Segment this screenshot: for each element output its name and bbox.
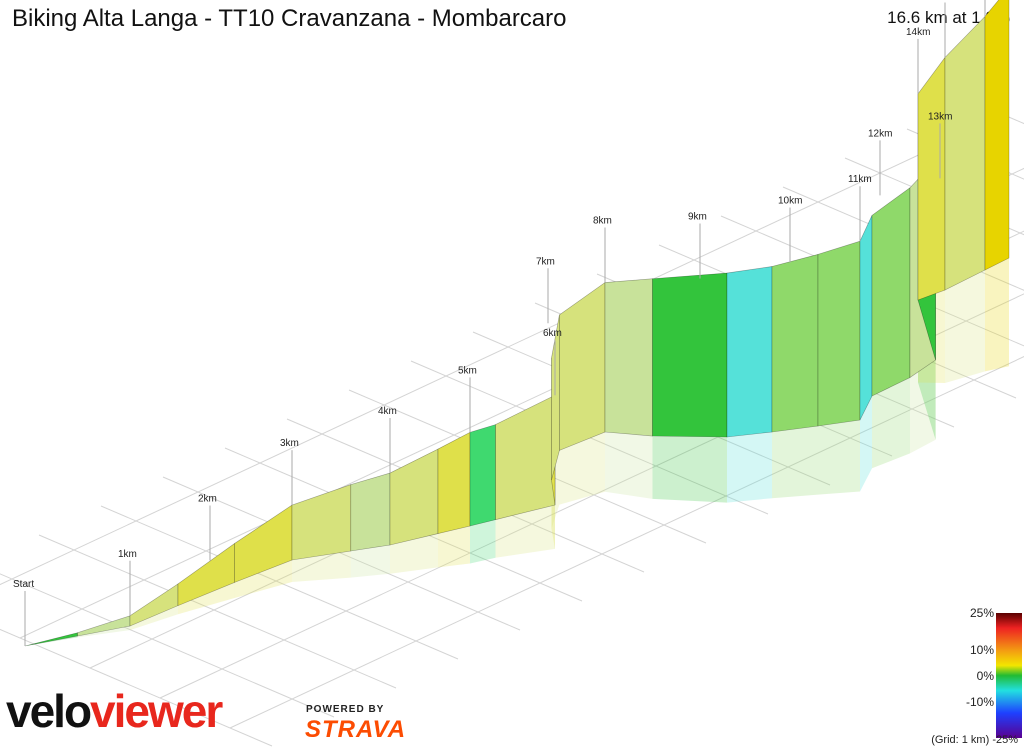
km-marker-label: 5km [458, 365, 477, 376]
grid-line [100, 505, 459, 660]
profile-segment [389, 448, 439, 546]
profile-segment [437, 431, 471, 534]
profile-reflection-segment [390, 533, 438, 574]
profile-reflection-segment [910, 360, 936, 454]
grid-line [0, 573, 335, 718]
km-marker-label: 4km [378, 406, 397, 417]
legend-label-minus10: -10% [966, 695, 994, 709]
km-marker-label: 6km [543, 328, 562, 339]
km-marker-label: 13km [928, 111, 952, 122]
profile-segment [291, 484, 352, 561]
profile-segment [871, 187, 911, 397]
profile-reflection-segment [350, 545, 390, 578]
km-marker-label: 11km [848, 174, 872, 185]
elevation-profile [24, 0, 1010, 647]
legend-label-25: 25% [970, 606, 994, 620]
grid-line [38, 534, 397, 689]
profile-segment [24, 632, 78, 647]
profile-segment [771, 254, 819, 433]
profile-segment [859, 215, 873, 421]
km-marker-label: 3km [280, 438, 299, 449]
profile-reflection-segment [818, 420, 860, 495]
profile-segment [917, 56, 946, 301]
gradient-legend: 25% 10% 0% -10% [966, 606, 1022, 738]
grid-line [162, 476, 521, 631]
route-title: Biking Alta Langa - TT10 Cravanzana - Mo… [12, 5, 567, 32]
profile-reflection-segment [130, 605, 178, 631]
logo-part-viewer: viewer [90, 685, 223, 737]
profile-reflection-segment [605, 432, 653, 499]
km-marker-label: 10km [778, 195, 802, 206]
profile-segment [604, 278, 653, 437]
profile-reflection-segment [292, 551, 351, 582]
profile-segment [817, 240, 861, 427]
profile-reflection [25, 258, 1009, 646]
grid-line [0, 114, 1005, 586]
km-markers: Start 1km 2km 3km 4km 5km 6km 7km 8km 9km 10km 11km… [13, 0, 986, 646]
profile-segment [495, 394, 556, 521]
profile-reflection-segment [559, 432, 605, 505]
km-marker-label: 15km [933, 0, 957, 1]
grid-line [159, 293, 1024, 699]
profile-reflection-segment [652, 436, 727, 503]
profile-reflection-segment [77, 626, 130, 638]
km-marker-label: 8km [593, 216, 612, 227]
km-marker-label: 12km [868, 128, 892, 139]
profile-reflection-segment [470, 519, 496, 564]
profile-segment [726, 266, 773, 438]
profile-segment [984, 0, 1010, 271]
veloviewer-logo[interactable]: veloviewer [6, 685, 223, 737]
profile-reflection-segment [551, 450, 560, 529]
profile-reflection-segment [985, 258, 1009, 372]
km-marker-label: 1km [118, 549, 137, 560]
profile-reflection-segment [945, 270, 985, 384]
km-marker-label: 14km [906, 27, 930, 38]
strava-logo[interactable]: STRAVA [305, 716, 407, 743]
km-marker-label: Start [13, 579, 34, 590]
profile-reflection-segment [727, 432, 772, 503]
profile-segment [350, 472, 391, 552]
grid-line [0, 628, 273, 747]
profile-reflection-segment [438, 526, 470, 568]
logo-part-velo: velo [6, 685, 92, 737]
profile-reflection-segment [772, 426, 818, 499]
route-summary: 16.6 km at 1.8% [887, 8, 1010, 27]
profile-reflection-segment [495, 505, 555, 558]
legend-label-0: 0% [977, 669, 995, 683]
grid-note: (Grid: 1 km) -25% [931, 734, 1018, 746]
grid-line [229, 356, 1024, 729]
km-marker-label: 9km [688, 212, 707, 223]
profile-reflection-segment [872, 377, 910, 469]
profile-reflection-segment [860, 396, 872, 492]
km-marker-label: 2km [198, 493, 217, 504]
profile-segment [652, 272, 728, 438]
profile-segment [944, 15, 986, 291]
profile-segment [551, 314, 560, 481]
km-marker-label: 7km [536, 256, 555, 267]
powered-by-label: POWERED BY [306, 704, 385, 715]
profile-reflection-segment [178, 582, 235, 615]
profile-segment [559, 281, 606, 451]
legend-label-10: 10% [970, 643, 994, 657]
gradient-color-bar [996, 613, 1022, 738]
profile-reflection-segment [234, 560, 292, 598]
profile-segment [469, 424, 496, 527]
